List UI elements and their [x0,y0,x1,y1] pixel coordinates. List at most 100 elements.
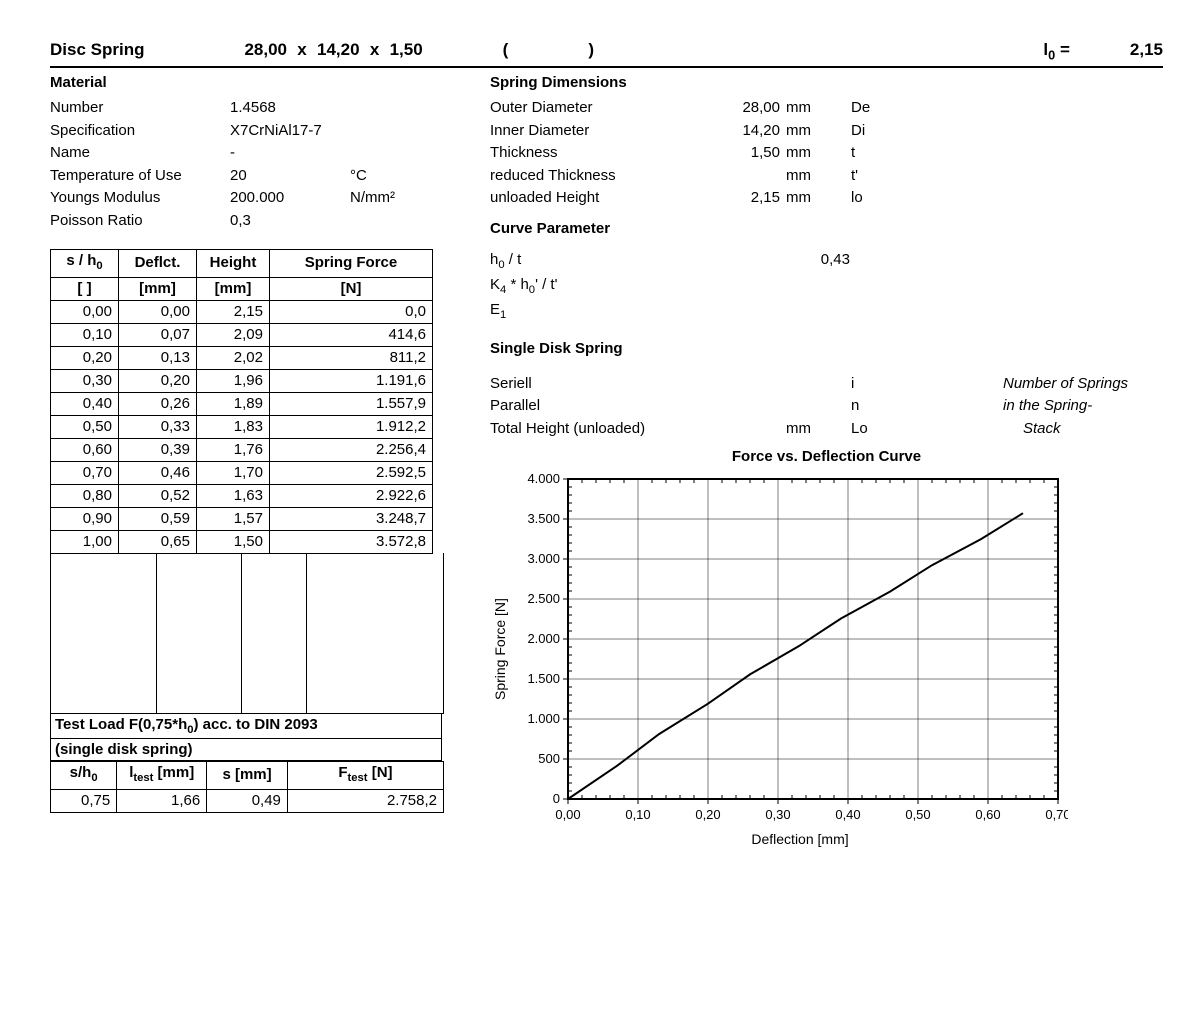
material-key: Number [50,97,230,120]
sep: x [360,40,390,60]
table-row: 0,800,521,632.922,6 [51,484,433,507]
sd-symbol: n [831,395,891,418]
dim-val: 2,15 [710,187,780,210]
paren-open: ( [503,40,509,60]
svg-text:3.000: 3.000 [527,551,560,566]
table-row: 0,200,132,02811,2 [51,346,433,369]
material-key: Name [50,142,230,165]
force-deflection-chart: Spring Force [N] 0,000,100,200,300,400,5… [490,469,1163,829]
dim-val: 28,00 [710,97,780,120]
material-row: Poisson Ratio0,3 [50,210,470,233]
dim-symbol: Di [831,120,891,143]
sd-val [710,373,780,396]
sep: x [287,40,317,60]
deflection-table: s / h0 Deflct. Height Spring Force [ ] [… [50,249,433,554]
test-col-ltest: ltest [mm] [117,761,207,789]
single-disk-row: Total Height (unloaded)mmLo [490,418,1003,441]
stack-note: Number of Springs in the Spring- Stack [1003,373,1163,441]
h0-over-t-val: 0,43 [790,249,850,274]
spring-dim-row: reduced Thicknessmmt' [490,165,1163,188]
dim-val: 14,20 [710,120,780,143]
dim-unit: mm [780,97,831,120]
sd-symbol: Lo [831,418,891,441]
sd-unit: mm [780,418,831,441]
sd-val [710,418,780,441]
table-row: 0,500,331,831.912,2 [51,415,433,438]
dim-key: reduced Thickness [490,165,710,188]
test-col-sh0: s/h0 [51,761,117,789]
dim-unit: mm [780,187,831,210]
svg-text:0,70: 0,70 [1045,807,1068,822]
dim-3: 1,50 [390,40,423,60]
material-key: Temperature of Use [50,165,230,188]
svg-text:0,20: 0,20 [695,807,720,822]
material-val: 200.000 [230,187,350,210]
material-val: 20 [230,165,350,188]
single-disk-title: Single Disk Spring [490,340,1163,357]
spring-dim-row: Outer Diameter28,00mmDe [490,97,1163,120]
chart-title: Force vs. Deflection Curve [490,448,1163,465]
test-load-block: Test Load F(0,75*h0) acc. to DIN 2093 (s… [50,714,442,813]
svg-text:500: 500 [538,751,560,766]
dim-unit: mm [780,165,831,188]
table-row: 0,600,391,762.256,4 [51,438,433,461]
material-val: 0,3 [230,210,350,233]
dim-unit: mm [780,142,831,165]
table-row: 0,700,461,702.592,5 [51,461,433,484]
spring-dim-row: Thickness1,50mmt [490,142,1163,165]
material-unit: °C [350,165,410,188]
material-unit [350,142,410,165]
col-force: Spring Force [270,249,433,277]
material-unit [350,97,410,120]
col-height-unit: [mm] [197,277,270,300]
l0-value: 2,15 [1130,40,1163,60]
paren-close: ) [588,40,594,60]
material-unit: N/mm² [350,187,410,210]
material-unit [350,210,410,233]
dim-val [710,165,780,188]
title: Disc Spring [50,40,144,60]
single-disk-row: Serielli [490,373,1003,396]
k4-label: K4 * h0' / t' [490,274,670,299]
chart-ylabel: Spring Force [N] [490,469,508,829]
material-key: Specification [50,120,230,143]
sd-val [710,395,780,418]
table-row: 0,000,002,150,0 [51,300,433,323]
curve-param-row: E1 [490,299,1163,324]
dim-1: 28,00 [244,40,287,60]
col-sh0-unit: [ ] [51,277,119,300]
svg-text:0,10: 0,10 [625,807,650,822]
sd-unit [780,395,831,418]
sd-symbol: i [831,373,891,396]
dim-key: unloaded Height [490,187,710,210]
material-key: Poisson Ratio [50,210,230,233]
table-row: 0,900,591,573.248,7 [51,507,433,530]
col-deflct-unit: [mm] [119,277,197,300]
material-row: Youngs Modulus200.000N/mm² [50,187,470,210]
h0-over-t-label: h0 / t [490,249,670,274]
svg-text:4.000: 4.000 [527,471,560,486]
chart-xlabel: Deflection [mm] [550,831,1050,847]
sd-key: Parallel [490,395,710,418]
dim-key: Outer Diameter [490,97,710,120]
table-row: 0,400,261,891.557,9 [51,392,433,415]
test-load-subtitle: (single disk spring) [50,739,442,761]
dim-key: Inner Diameter [490,120,710,143]
material-row: Number1.4568 [50,97,470,120]
svg-text:0,40: 0,40 [835,807,860,822]
dim-key: Thickness [490,142,710,165]
material-val: 1.4568 [230,97,350,120]
l0-label: l0 = [1043,40,1069,62]
chart-svg: 0,000,100,200,300,400,500,600,7005001.00… [508,469,1068,829]
material-title: Material [50,74,470,91]
svg-text:0,60: 0,60 [975,807,1000,822]
material-row: SpecificationX7CrNiAl17-7 [50,120,470,143]
page-header: Disc Spring 28,00 x 14,20 x 1,50 ( ) l0 … [50,40,1163,62]
col-sh0: s / h0 [51,249,119,277]
test-load-table: s/h0 ltest [mm] s [mm] Ftest [N] 0,75 1,… [50,761,444,813]
svg-text:3.500: 3.500 [527,511,560,526]
svg-text:2.000: 2.000 [527,631,560,646]
curve-param-title: Curve Parameter [490,220,1163,237]
test-col-ftest: Ftest [N] [287,761,443,789]
table-row: 0,100,072,09414,6 [51,323,433,346]
